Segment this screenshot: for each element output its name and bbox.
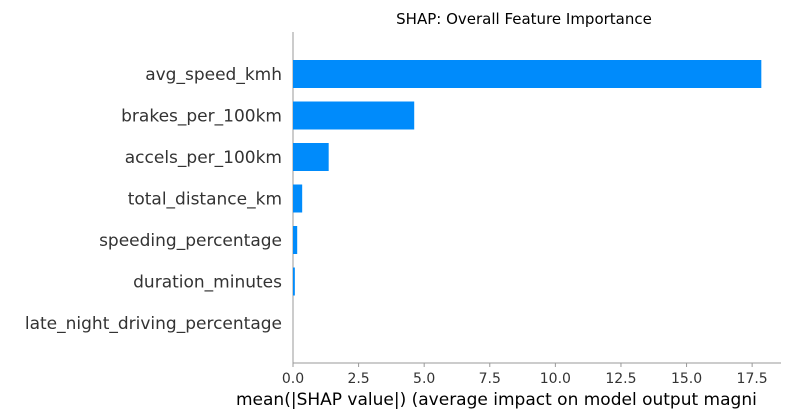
feature-label-late-night-driving-percentage: late_night_driving_percentage	[25, 314, 282, 334]
bar-duration-minutes	[293, 267, 295, 296]
bar-total-distance-km	[293, 184, 303, 213]
bar-brakes-per-100km	[293, 101, 415, 130]
x-tick-label: 7.5	[479, 371, 501, 387]
feature-label-accels-per-100km: accels_per_100km	[125, 148, 282, 168]
x-tick-label: 0.0	[282, 371, 304, 387]
feature-label-speeding-percentage: speeding_percentage	[99, 231, 282, 251]
x-axis-label: mean(|SHAP value|) (average impact on mo…	[236, 390, 757, 410]
chart-title: SHAP: Overall Feature Importance	[396, 10, 652, 28]
x-tick-label: 2.5	[347, 371, 369, 387]
bars-group	[293, 60, 762, 296]
feature-label-duration-minutes: duration_minutes	[133, 273, 282, 293]
bar-speeding-percentage	[293, 226, 298, 254]
bar-avg-speed-kmh	[293, 60, 762, 88]
feature-label-brakes-per-100km: brakes_per_100km	[121, 107, 282, 127]
x-tick-label: 12.5	[605, 371, 636, 387]
feature-label-total-distance-km: total_distance_km	[128, 190, 282, 210]
feature-label-avg-speed-kmh: avg_speed_kmh	[145, 65, 282, 85]
x-tick-label: 15.0	[671, 371, 702, 387]
feature-labels-group: avg_speed_kmh brakes_per_100km accels_per_…	[25, 65, 282, 334]
x-ticks-group: 0.0 2.5 5.0 7.5 10.0 12.5 15.0 17.5	[282, 363, 768, 387]
x-tick-label: 17.5	[737, 371, 768, 387]
x-tick-label: 10.0	[540, 371, 571, 387]
bar-accels-per-100km	[293, 143, 329, 171]
x-tick-label: 5.0	[413, 371, 435, 387]
